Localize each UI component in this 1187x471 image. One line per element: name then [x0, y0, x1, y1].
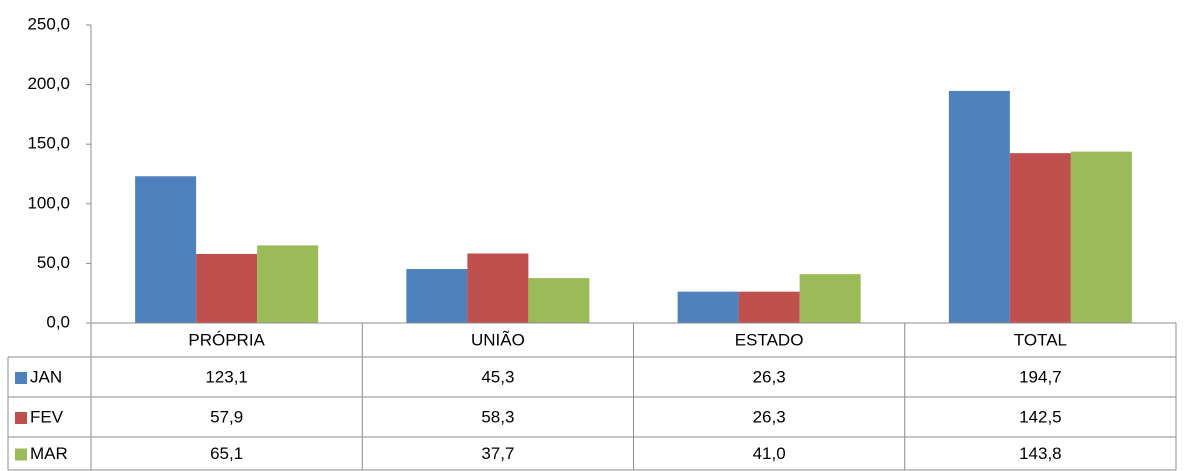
legend-swatch [15, 412, 27, 424]
bar [528, 278, 590, 323]
y-tick-label: 150,0 [27, 134, 70, 153]
table-value: 143,8 [1019, 444, 1062, 463]
y-tick-label: 200,0 [27, 74, 70, 93]
x-tick-label: TOTAL [1014, 330, 1067, 349]
y-tick-label: 250,0 [27, 14, 70, 33]
table-value: 123,1 [205, 367, 248, 386]
legend-label: MAR [30, 444, 68, 463]
x-tick-label: UNIÃO [471, 330, 525, 349]
bar [467, 253, 529, 323]
bar [135, 176, 197, 323]
x-tick-label: ESTADO [735, 330, 804, 349]
legend-swatch [15, 372, 27, 384]
bar [948, 90, 1010, 323]
table-value: 57,9 [210, 407, 243, 426]
bar [406, 269, 468, 323]
legend-swatch [15, 448, 27, 461]
y-tick-label: 0,0 [46, 312, 70, 331]
bar [196, 253, 258, 323]
table-value: 45,3 [481, 367, 514, 386]
legend-label: FEV [30, 407, 64, 426]
table-value: 194,7 [1019, 367, 1062, 386]
bar [738, 291, 800, 323]
table-value: 142,5 [1019, 407, 1062, 426]
bar [677, 291, 739, 323]
bar [1009, 153, 1071, 323]
table-value: 65,1 [210, 444, 243, 463]
table-value: 37,7 [481, 444, 514, 463]
y-tick-label: 50,0 [37, 253, 70, 272]
table-value: 41,0 [753, 444, 786, 463]
legend-label: JAN [30, 367, 62, 386]
x-tick-label: PRÓPRIA [188, 330, 265, 349]
y-tick-label: 100,0 [27, 193, 70, 212]
bar [1070, 151, 1132, 323]
bar [799, 274, 861, 323]
table-value: 58,3 [481, 407, 514, 426]
bar [257, 245, 319, 323]
table-value: 26,3 [753, 367, 786, 386]
table-value: 26,3 [753, 407, 786, 426]
